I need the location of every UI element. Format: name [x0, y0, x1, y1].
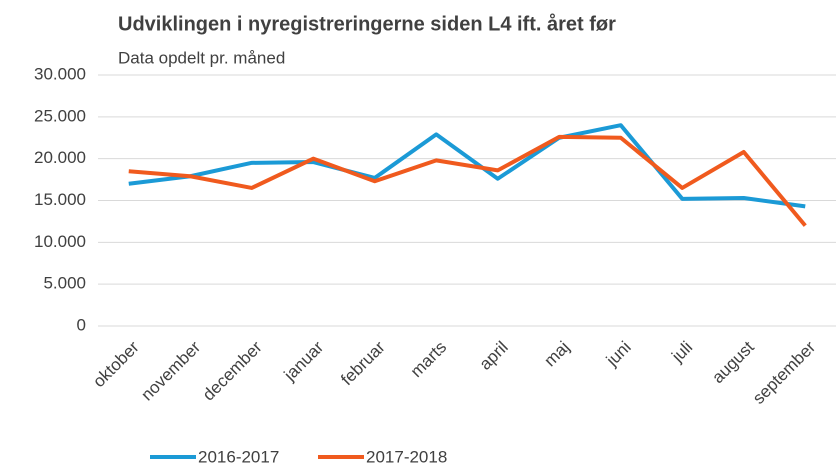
y-tick-label: 25.000 [34, 106, 86, 125]
series-line [128, 123, 806, 209]
y-tick-label: 20.000 [34, 148, 86, 167]
x-tick-label: april [476, 338, 512, 374]
x-tick-label: maj [540, 338, 573, 371]
x-tick-label: december [199, 337, 266, 404]
y-tick-label: 30.000 [34, 64, 86, 83]
y-tick-label: 15.000 [34, 190, 86, 209]
y-tick-label: 5.000 [43, 274, 86, 293]
x-tick-label: oktober [89, 337, 143, 391]
x-tick-label: februar [337, 337, 389, 389]
legend-label: 2017-2018 [366, 447, 447, 466]
x-tick-label: november [137, 337, 204, 404]
chart-subtitle: Data opdelt pr. måned [118, 48, 285, 67]
x-tick-label: marts [407, 338, 450, 381]
x-tick-label: august [708, 337, 758, 387]
x-tick-label: september [749, 337, 819, 407]
x-tick-label: juni [602, 338, 635, 371]
legend-label: 2016-2017 [198, 447, 279, 466]
x-tick-label: juli [667, 338, 696, 367]
series-line [128, 134, 807, 227]
y-tick-label: 10.000 [34, 232, 86, 251]
chart-title: Udviklingen i nyregistreringerne siden L… [118, 12, 616, 35]
y-tick-label: 0 [77, 315, 86, 334]
x-tick-label: januar [280, 337, 328, 385]
